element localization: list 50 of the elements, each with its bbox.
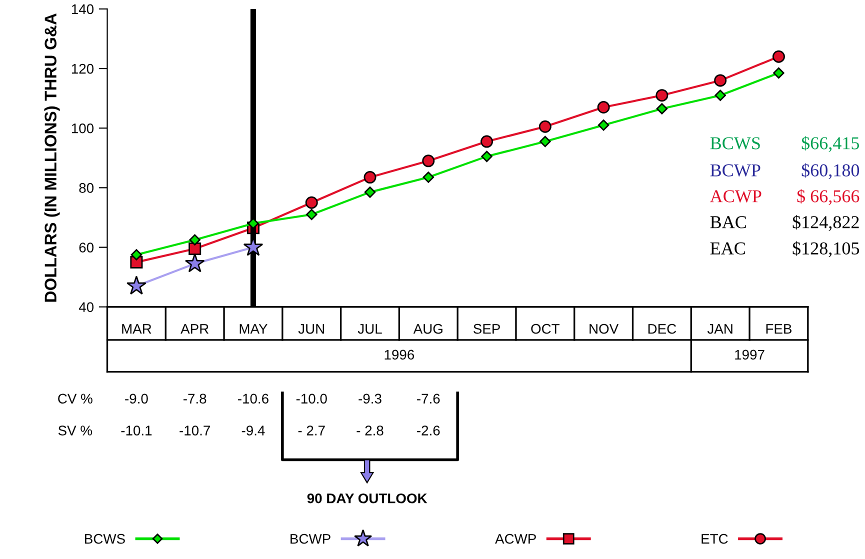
text: SV % bbox=[58, 426, 92, 436]
text: -10.6 bbox=[238, 394, 268, 404]
annotation: ACWP bbox=[710, 190, 762, 202]
annotation: BCWS bbox=[710, 137, 760, 150]
text: - 2.8 bbox=[356, 426, 384, 436]
y-tick-label: 140 bbox=[72, 4, 94, 14]
annotation: $124,822 bbox=[792, 215, 859, 231]
annotation: BAC bbox=[710, 216, 746, 228]
text: -7.6 bbox=[417, 394, 440, 404]
legend-label: BCWS bbox=[85, 534, 125, 544]
x-tick-label: AUG bbox=[413, 324, 442, 334]
x-tick-label: MAY bbox=[240, 324, 268, 334]
text: -7.8 bbox=[183, 394, 206, 404]
y-tick-label: 80 bbox=[79, 183, 94, 193]
x-tick-label: DEC bbox=[648, 324, 676, 334]
y-tick-label: 40 bbox=[78, 302, 94, 312]
x-tick-label: FEB bbox=[766, 324, 792, 334]
x-tick-label: JAN bbox=[707, 324, 732, 334]
annotation: $ 66,566 bbox=[797, 189, 860, 205]
x-tick-label: APR bbox=[180, 324, 208, 334]
text: -10.1 bbox=[121, 426, 152, 436]
text: -2.6 bbox=[417, 426, 440, 436]
x-tick-label: JUN bbox=[298, 324, 324, 334]
x-tick-label: OCT bbox=[531, 324, 560, 334]
y-tick-label: 100 bbox=[72, 123, 94, 134]
text: 90 DAY OUTLOOK bbox=[307, 493, 428, 504]
y-tick-label: 60 bbox=[79, 242, 94, 252]
y-tick-label: 120 bbox=[72, 64, 94, 74]
text: - 2.7 bbox=[298, 426, 325, 436]
annotation: BCWP bbox=[710, 164, 760, 177]
text: -9.3 bbox=[358, 394, 382, 404]
text: -10.7 bbox=[180, 426, 210, 436]
annotation: EAC bbox=[710, 242, 745, 255]
legend-label: ACWP bbox=[495, 534, 536, 544]
text: 1997 bbox=[735, 350, 764, 360]
x-tick-label: JUL bbox=[358, 324, 382, 334]
text: -10.0 bbox=[296, 394, 327, 404]
text: 1996 bbox=[384, 350, 414, 360]
x-tick-label: SEP bbox=[474, 324, 500, 334]
x-tick-label: NOV bbox=[590, 324, 619, 334]
legend-label: ETC bbox=[702, 534, 728, 544]
text: -9.4 bbox=[242, 426, 265, 436]
y-axis-title: DOLLARS (IN MILLIONS) THRU G&A bbox=[44, 13, 60, 302]
annotation: $128,105 bbox=[792, 241, 860, 258]
text: -9.0 bbox=[125, 394, 148, 404]
x-tick-label: MAR bbox=[122, 324, 152, 334]
text: CV % bbox=[58, 394, 92, 404]
annotation: $60,180 bbox=[802, 163, 860, 180]
legend-label: BCWP bbox=[290, 534, 330, 544]
annotation: $66,415 bbox=[802, 136, 860, 152]
